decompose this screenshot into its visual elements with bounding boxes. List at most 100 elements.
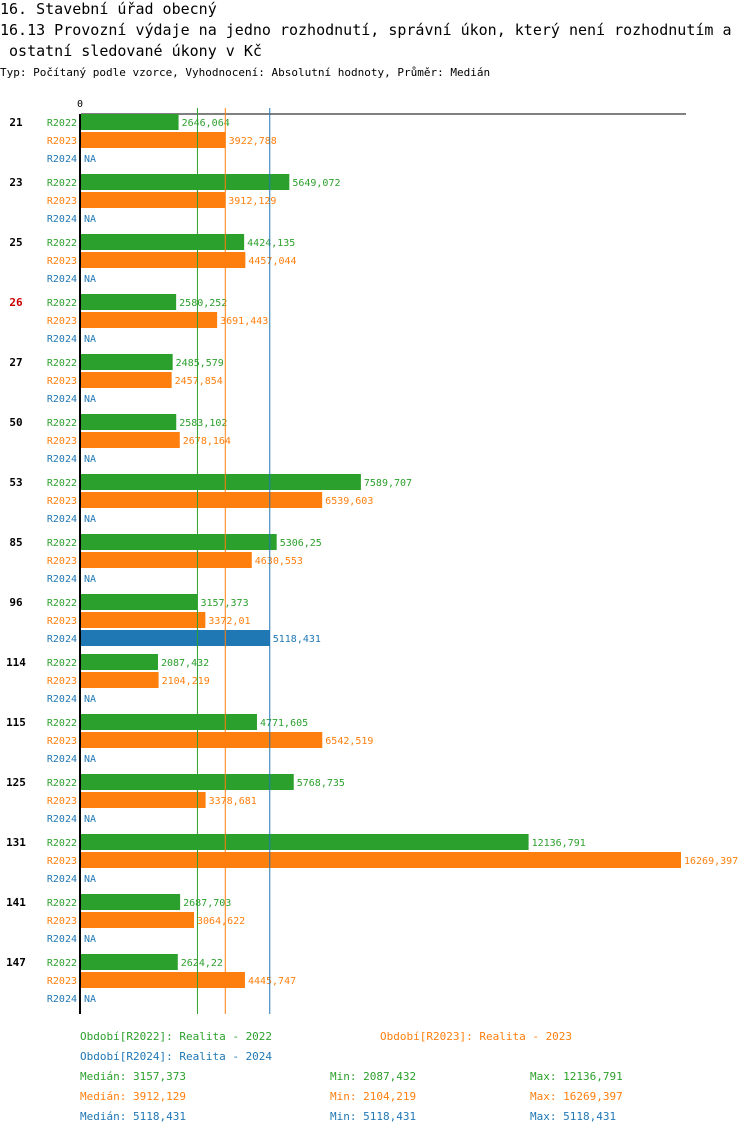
- data-label: 2485,579: [176, 358, 224, 369]
- data-label: NA: [84, 814, 96, 825]
- series-label: R2023: [47, 316, 77, 327]
- series-label: R2022: [47, 718, 77, 729]
- bar: [81, 834, 529, 850]
- data-label: 2646,064: [182, 118, 230, 129]
- legend-period: Období[R2023]: Realita - 2023: [380, 1030, 573, 1043]
- bar: [81, 432, 180, 448]
- series-label: R2022: [47, 178, 77, 189]
- series-label: R2023: [47, 256, 77, 267]
- data-label: NA: [84, 754, 96, 765]
- legend-max: Max: 16269,397: [530, 1090, 623, 1103]
- series-label: R2024: [47, 394, 77, 405]
- bar: [81, 534, 277, 550]
- data-label: NA: [84, 454, 96, 465]
- series-label: R2024: [47, 814, 77, 825]
- bar: [81, 654, 158, 670]
- bar: [81, 774, 294, 790]
- bar: [81, 174, 290, 190]
- category-label: 50: [9, 416, 22, 429]
- chart-subtitle: Typ: Počítaný podle vzorce, Vyhodnocení:…: [0, 66, 491, 79]
- series-label: R2023: [47, 916, 77, 927]
- data-label: 3157,373: [200, 598, 248, 609]
- series-label: R2024: [47, 514, 77, 525]
- chart-title-continued: ostatní sledované úkony v Kč: [0, 42, 262, 60]
- category-label: 27: [9, 356, 22, 369]
- data-label: 12136,791: [532, 838, 586, 849]
- data-label: 5306,25: [280, 538, 322, 549]
- data-label: 5649,072: [292, 178, 340, 189]
- series-label: R2024: [47, 874, 77, 885]
- series-label: R2024: [47, 574, 77, 585]
- series-label: R2022: [47, 658, 77, 669]
- legend-median: Medián: 5118,431: [80, 1110, 186, 1123]
- data-label: NA: [84, 994, 96, 1005]
- category-label: 115: [6, 716, 26, 729]
- bar: [81, 714, 257, 730]
- bar: [81, 594, 198, 610]
- series-label: R2023: [47, 676, 77, 687]
- legend-median: Medián: 3912,129: [80, 1090, 186, 1103]
- data-label: 3064,622: [197, 916, 245, 927]
- data-label: 4424,135: [247, 238, 295, 249]
- data-label: 7589,707: [364, 478, 412, 489]
- bar: [81, 732, 323, 748]
- chart-title: 16.13 Provozní výdaje na jedno rozhodnut…: [0, 21, 732, 39]
- category-label: 114: [6, 656, 26, 669]
- series-label: R2024: [47, 454, 77, 465]
- bar: [81, 474, 361, 490]
- series-label: R2023: [47, 136, 77, 147]
- series-label: R2023: [47, 496, 77, 507]
- category-label: 131: [6, 836, 26, 849]
- series-label: R2022: [47, 238, 77, 249]
- bar: [81, 492, 323, 508]
- data-label: 2687,703: [183, 898, 231, 909]
- data-label: NA: [84, 154, 96, 165]
- bar: [81, 372, 172, 388]
- legend-period: Období[R2022]: Realita - 2022: [80, 1030, 273, 1043]
- data-label: 2583,102: [179, 418, 227, 429]
- bar: [81, 612, 206, 628]
- series-label: R2022: [47, 478, 77, 489]
- bar: [81, 192, 226, 208]
- series-label: R2023: [47, 856, 77, 867]
- series-label: R2023: [47, 436, 77, 447]
- data-label: 5768,735: [297, 778, 345, 789]
- bar: [81, 294, 177, 310]
- series-label: R2024: [47, 154, 77, 165]
- category-label: 53: [9, 476, 22, 489]
- series-label: R2022: [47, 538, 77, 549]
- category-label: 141: [6, 896, 26, 909]
- data-label: 4771,605: [260, 718, 308, 729]
- bar: [81, 552, 252, 568]
- legend-min: Min: 2087,432: [330, 1070, 417, 1083]
- series-label: R2022: [47, 418, 77, 429]
- series-label: R2023: [47, 196, 77, 207]
- data-label: 2104,219: [162, 676, 210, 687]
- data-label: NA: [84, 274, 96, 285]
- data-label: NA: [84, 214, 96, 225]
- series-label: R2022: [47, 598, 77, 609]
- data-label: 2457,854: [175, 376, 223, 387]
- series-label: R2024: [47, 694, 77, 705]
- data-label: 6539,603: [325, 496, 373, 507]
- bar: [81, 132, 226, 148]
- data-label: 3378,681: [209, 796, 257, 807]
- legend-max: Max: 5118,431: [530, 1110, 617, 1123]
- bar: [81, 852, 681, 868]
- data-label: 3691,443: [220, 316, 268, 327]
- data-label: 4445,747: [248, 976, 296, 987]
- x-axis-zero-label: 0: [77, 99, 83, 110]
- data-label: NA: [84, 694, 96, 705]
- series-label: R2023: [47, 376, 77, 387]
- data-label: NA: [84, 334, 96, 345]
- data-label: 2624,22: [181, 958, 223, 969]
- category-label: 21: [9, 116, 23, 129]
- category-label: 96: [9, 596, 23, 609]
- series-label: R2023: [47, 976, 77, 987]
- data-label: NA: [84, 514, 96, 525]
- data-label: 2087,432: [161, 658, 209, 669]
- series-label: R2024: [47, 754, 77, 765]
- data-label: 2678,164: [183, 436, 231, 447]
- legend-median: Medián: 3157,373: [80, 1070, 186, 1083]
- data-label: 2580,252: [179, 298, 227, 309]
